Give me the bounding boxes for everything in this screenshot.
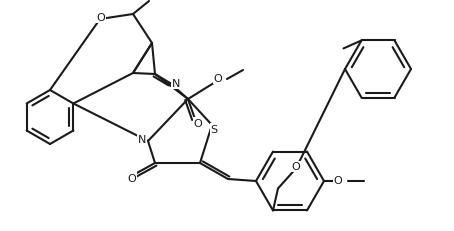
Text: O: O — [291, 162, 301, 172]
Text: O: O — [214, 74, 222, 84]
Text: N: N — [172, 79, 180, 89]
Text: O: O — [97, 13, 105, 23]
Text: O: O — [128, 173, 136, 183]
Text: O: O — [193, 119, 202, 128]
Text: S: S — [211, 125, 217, 134]
Text: O: O — [334, 175, 342, 185]
Text: N: N — [138, 134, 146, 144]
